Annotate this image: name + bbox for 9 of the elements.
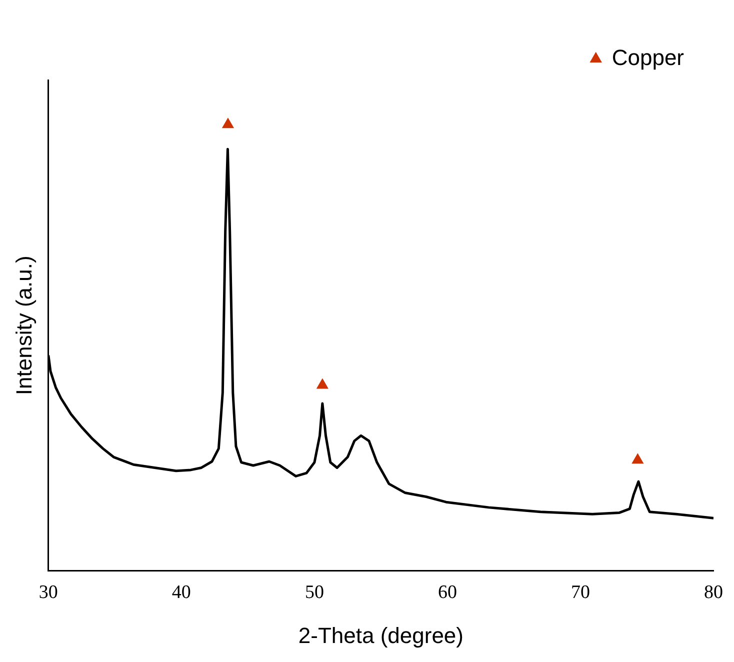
x-tick-label: 30 xyxy=(38,582,58,604)
x-tick-label: 60 xyxy=(438,582,457,604)
x-axis-title: 2-Theta (degree) xyxy=(298,622,464,648)
legend-label: Copper xyxy=(612,45,684,70)
x-tick-label: 50 xyxy=(304,582,324,604)
x-tick-label: 80 xyxy=(704,582,723,604)
x-tick-label: 40 xyxy=(172,582,191,604)
x-tick-label: 70 xyxy=(570,582,590,604)
y-axis-title: Intensity (a.u.) xyxy=(11,256,36,396)
